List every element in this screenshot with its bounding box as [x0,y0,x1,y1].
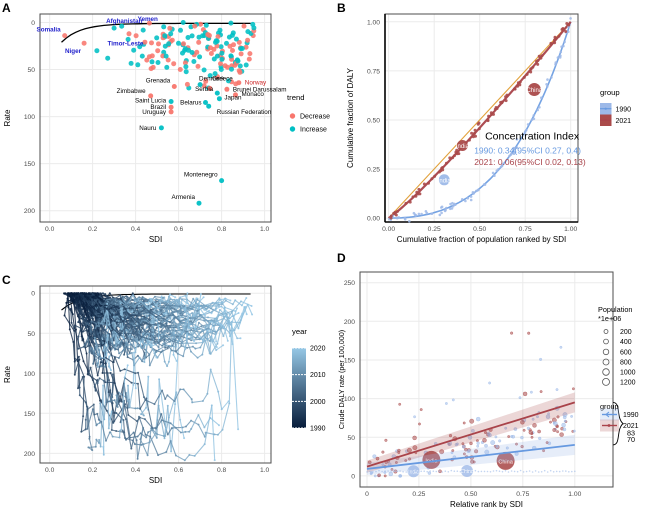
svg-text:200: 200 [24,451,35,458]
svg-text:150: 150 [24,411,35,418]
svg-text:0: 0 [31,20,35,27]
svg-text:SDI: SDI [149,476,162,485]
svg-text:Japan: Japan [224,95,242,102]
svg-text:B: B [337,1,346,15]
svg-text:1.0: 1.0 [260,226,270,233]
svg-text:1.0: 1.0 [260,467,270,474]
svg-text:Grenada: Grenada [146,78,171,85]
svg-text:A: A [2,1,11,15]
svg-text:Timor-Leste: Timor-Leste [108,40,144,47]
svg-text:50: 50 [28,331,36,338]
svg-text:C: C [2,273,11,287]
svg-text:0.0: 0.0 [45,226,55,233]
svg-text:0.2: 0.2 [88,467,98,474]
svg-text:India: India [438,178,452,184]
svg-text:2021: 2021 [616,118,632,125]
svg-text:Somalia: Somalia [37,27,62,34]
svg-text:100: 100 [24,114,35,121]
svg-text:50: 50 [28,67,36,74]
svg-text:0.75: 0.75 [519,226,532,233]
svg-text:trend: trend [287,93,305,102]
svg-text:Serbia: Serbia [195,86,214,93]
svg-text:0.8: 0.8 [217,226,227,233]
svg-text:200: 200 [24,208,35,215]
svg-text:100: 100 [24,371,35,378]
svg-text:Nauru: Nauru [139,125,157,132]
svg-text:2021: 0.06(95%CI 0.02, 0.13): 2021: 0.06(95%CI 0.02, 0.13) [474,157,586,167]
svg-text:Denmark: Denmark [199,75,225,82]
svg-text:Montenegro: Montenegro [184,172,218,179]
svg-text:1990: 0.34(95%CI 0.27, 0.4): 1990: 0.34(95%CI 0.27, 0.4) [474,145,581,155]
svg-text:0.6: 0.6 [174,467,184,474]
svg-text:Uruguay: Uruguay [142,109,167,116]
svg-text:0.50: 0.50 [367,118,380,125]
svg-text:Increase: Increase [300,127,327,134]
svg-text:Monaco: Monaco [242,91,265,98]
svg-text:Belarus: Belarus [180,100,201,107]
svg-text:Russian Federation: Russian Federation [217,109,272,116]
svg-text:Niger: Niger [65,48,82,55]
svg-text:0: 0 [31,291,35,298]
svg-text:Yemen: Yemen [138,16,158,23]
svg-text:0.75: 0.75 [367,68,380,75]
svg-text:1.00: 1.00 [367,19,380,26]
svg-text:0.2: 0.2 [88,226,98,233]
svg-text:1.00: 1.00 [564,226,577,233]
svg-text:Decrease: Decrease [300,114,330,121]
svg-text:0.0: 0.0 [45,467,55,474]
svg-text:Cumulative fraction of populat: Cumulative fraction of population ranked… [397,235,566,244]
svg-text:Zimbabwe: Zimbabwe [117,88,147,95]
svg-text:Rate: Rate [3,109,12,126]
svg-text:150: 150 [24,161,35,168]
svg-text:0.00: 0.00 [382,226,395,233]
svg-text:SDI: SDI [149,235,162,244]
svg-text:Rate: Rate [3,366,12,383]
svg-text:0.25: 0.25 [367,167,380,174]
svg-text:0.50: 0.50 [473,226,486,233]
svg-text:Armenia: Armenia [172,194,196,201]
svg-text:0.6: 0.6 [174,226,184,233]
svg-text:Cumulative fraction of DALY: Cumulative fraction of DALY [346,67,355,168]
svg-text:0.8: 0.8 [217,467,227,474]
svg-text:Concentration Index: Concentration Index [485,131,580,143]
svg-text:0.4: 0.4 [131,226,141,233]
svg-text:0.25: 0.25 [428,226,441,233]
svg-text:1990: 1990 [616,107,632,114]
svg-text:0.00: 0.00 [367,216,380,223]
svg-text:0.4: 0.4 [131,467,141,474]
svg-text:group: group [600,88,620,97]
svg-text:India: India [456,144,470,150]
svg-text:China: China [526,88,542,94]
svg-text:Norway: Norway [245,80,267,87]
